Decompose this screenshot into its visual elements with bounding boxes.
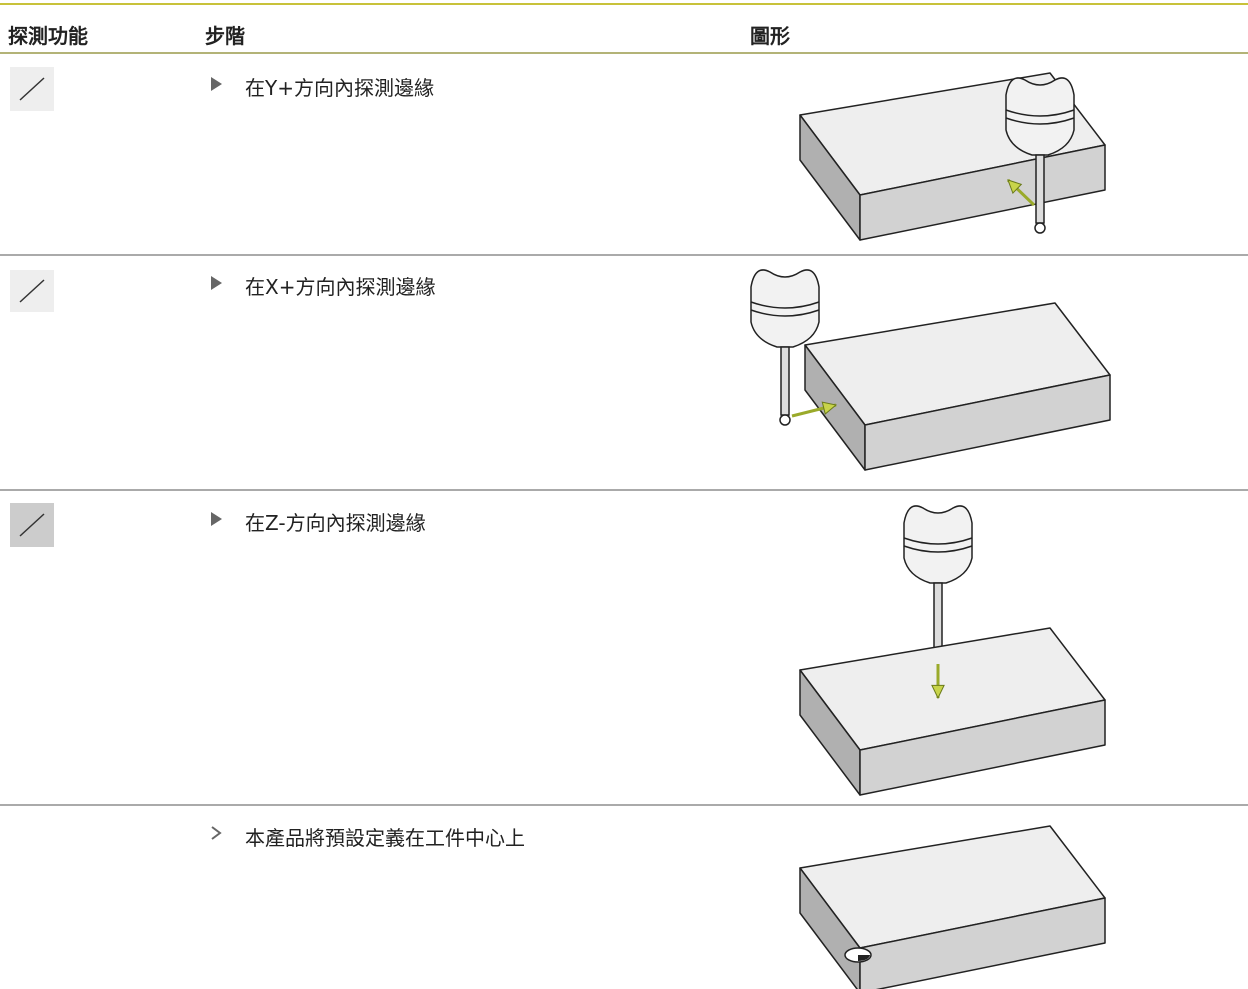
probe-ring: [750, 301, 820, 317]
result-marker: [211, 826, 222, 840]
arrow-head: [821, 401, 838, 415]
step-text: 在Z-方向內探測邊緣: [245, 511, 426, 535]
block-front: [859, 699, 1106, 796]
step-text: 在X+方向內探測邊緣: [245, 275, 436, 299]
block-front: [859, 897, 1106, 989]
header-cell: 步階: [205, 24, 245, 48]
icon: [10, 67, 54, 111]
step-text: 本產品將預設定義在工件中心上: [245, 826, 525, 850]
block-side: [799, 867, 861, 989]
probe-stem: [933, 582, 943, 654]
icon: [10, 270, 54, 312]
header-cell: 探測功能: [8, 24, 88, 48]
probe-ball: [1034, 222, 1046, 234]
bullet: [211, 77, 222, 91]
probe-ring: [1005, 109, 1075, 125]
step-text: 在Y+方向內探測邊緣: [245, 76, 434, 100]
bullet: [211, 512, 222, 526]
block-front: [864, 374, 1111, 471]
probe-stem: [1035, 154, 1045, 224]
probe-ring: [903, 537, 973, 553]
icon: [10, 503, 54, 547]
probe-ball: [779, 414, 791, 426]
bullet: [211, 276, 222, 290]
header-cell: 圖形: [750, 24, 790, 48]
arrow-head: [931, 684, 945, 700]
arrow-head: [1007, 179, 1023, 195]
center-marker-fill: [858, 955, 870, 961]
probe-stem: [780, 346, 790, 416]
